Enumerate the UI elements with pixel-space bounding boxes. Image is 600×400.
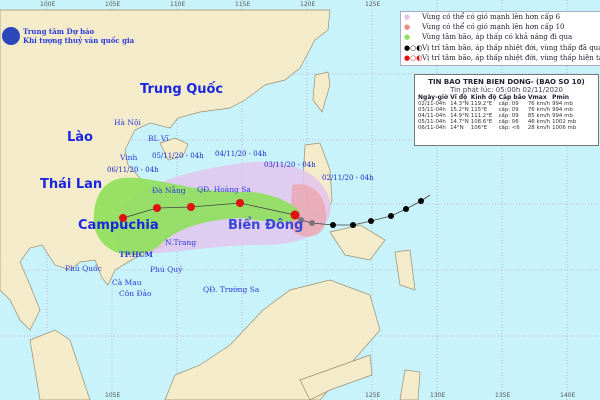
- legend-item: ●○◐ Vị trí tâm bão, áp thấp nhiệt đới, vù…: [404, 53, 600, 62]
- table-header: Ngày-giờ Vĩ độ Kinh độ Cấp bão Vmax Pmin: [418, 94, 570, 101]
- table-row: 04/11-04h 14.9°N 111.2°E cấp: 09 85 km/h 994 …: [418, 113, 573, 119]
- legend-item: ●○◐ Vị trí tâm bão, áp thấp nhiệt đới, vù…: [404, 43, 600, 52]
- green-circle-icon: ●: [404, 33, 411, 42]
- forecast-positions: [119, 199, 300, 222]
- organization-header: Trung tâm Dự báo Khí tượng thuỷ văn quốc …: [2, 27, 134, 45]
- bulletin-title: TIN BAO TREN BIEN DONG- (BAO SO 10): [428, 78, 585, 86]
- place-label: Cà Mau: [112, 278, 142, 287]
- place-label: Phú Quốc: [65, 264, 102, 273]
- landmass: [0, 9, 421, 400]
- lon-tick: 105E: [105, 392, 121, 399]
- forecast-time-label: 02/11/20 - 04h: [322, 174, 374, 182]
- lon-tick: 110E: [170, 1, 186, 8]
- place-label: Vinh: [120, 153, 138, 162]
- place-label: Phú Quý: [150, 265, 183, 274]
- forecast-time-label: 06/11/20 - 04h: [107, 166, 159, 174]
- lon-tick: 125E: [365, 392, 381, 399]
- country-label: Lào: [67, 130, 93, 145]
- country-label: Trung Quốc: [140, 82, 224, 97]
- legend: ● Vùng có thể có gió mạnh lên hơn cấp 6 ●…: [400, 11, 600, 66]
- forecast-time-label: 04/11/20 - 04h: [215, 150, 267, 158]
- track-zone: [93, 177, 300, 255]
- lon-tick: 120E: [300, 1, 316, 8]
- place-label: Côn Đảo: [119, 289, 152, 298]
- lon-tick: 135E: [495, 392, 511, 399]
- table-row: 06/11-04h 14°N 106°E cấp: <6 28 km/h 1006 mb: [418, 125, 577, 131]
- org-line1: Trung tâm Dự báo: [23, 27, 95, 36]
- lon-tick: 100E: [40, 1, 56, 8]
- table-row: 02/11-04h 14.3°N 119.2°E cấp: 09 76 km/h 994 …: [418, 101, 573, 107]
- place-label: QĐ. Trường Sa: [203, 285, 260, 294]
- bulletin-box: TIN BAO TREN BIEN DONG- (BAO SO 10) Tin …: [414, 74, 599, 146]
- country-label: Biển Đông: [228, 218, 304, 233]
- table-row: 05/11-04h 14.7°N 108.6°E cấp: 06 46 km/h 1002…: [418, 119, 577, 125]
- lon-tick: 115E: [235, 1, 251, 8]
- current-storm-symbol: [290, 210, 300, 220]
- organization-logo-icon: [2, 27, 20, 45]
- red-storm-symbols-icon: ●○◐: [404, 53, 423, 62]
- forecast-time-label: 03/11/20 - 04h: [264, 161, 316, 169]
- place-label: TP.HCM: [119, 250, 153, 259]
- table-row: 03/11-04h 15.2°N 115°E cấp: 09 76 km/h 994 mb: [418, 107, 573, 113]
- legend-item: ● Vùng có thể có gió mạnh lên hơn cấp 6: [404, 13, 561, 22]
- lon-tick: 140E: [560, 392, 576, 399]
- place-label: QĐ. Hoàng Sa: [197, 185, 251, 194]
- place-label: Đà Nẵng: [152, 186, 186, 195]
- org-line2: Khí tượng thuỷ văn quốc gia: [23, 36, 135, 45]
- lon-tick: 130E: [430, 392, 446, 399]
- forecast-cone: [93, 161, 331, 255]
- lon-tick: 125E: [365, 1, 381, 8]
- country-label: Campuchia: [78, 218, 159, 233]
- low-symbol-0611: [119, 214, 127, 222]
- storm-symbol-0311: [236, 199, 244, 207]
- legend-item: ● Vùng có thể có gió mạnh lên hơn cấp 10: [404, 23, 565, 32]
- legend-item: ● Vùng tâm bão, áp thấp có khả năng đi qu…: [404, 33, 573, 42]
- red-circle-icon: ●: [404, 23, 411, 32]
- forecast-time-label: 05/11/20 - 04h: [152, 152, 204, 160]
- black-storm-symbols-icon: ●○◐: [404, 43, 423, 52]
- storm-symbol-0411: [187, 203, 195, 211]
- bulletin-table: Ngày-giờ Vĩ độ Kinh độ Cấp bão Vmax Pmin 02/1…: [418, 94, 578, 131]
- lon-tick: 105E: [105, 1, 121, 8]
- storm-symbol-0511: [153, 204, 161, 212]
- place-label: Hà Nội: [114, 118, 141, 127]
- past-positions: [298, 198, 424, 228]
- place-label: N.Trang: [165, 238, 197, 247]
- country-label: Thái Lan: [40, 177, 103, 192]
- bulletin-issued: Tin phát lúc: 05:00h 02/11/2020: [450, 86, 563, 94]
- place-label: BL Vĩ: [148, 134, 169, 143]
- pink-circle-icon: ●: [404, 13, 411, 22]
